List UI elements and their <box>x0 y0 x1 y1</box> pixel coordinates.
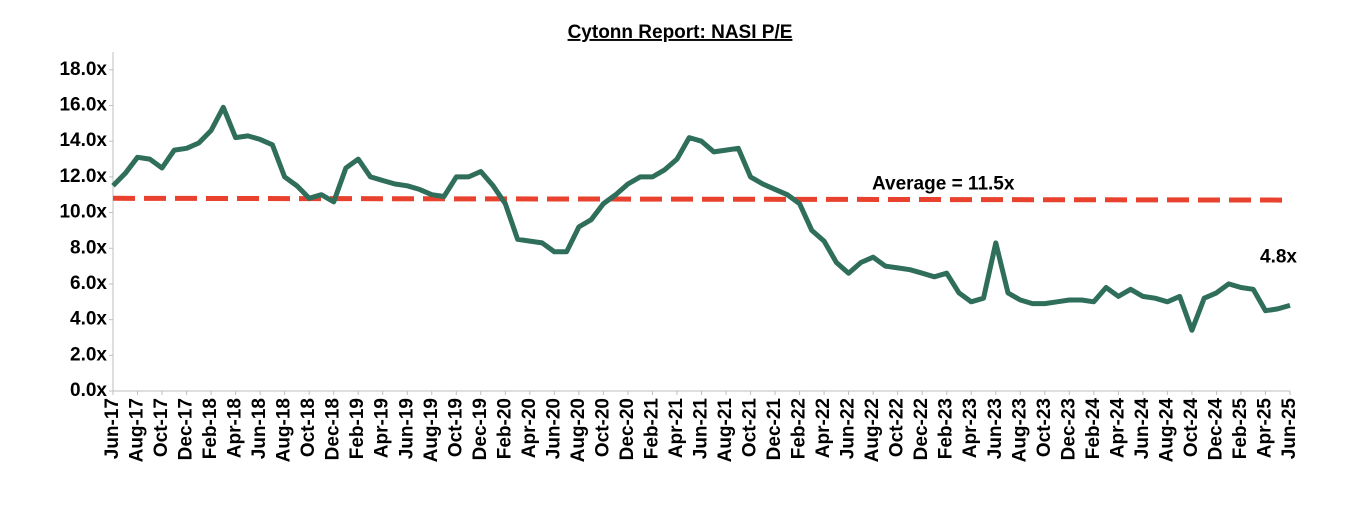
y-tick-label: 18.0x <box>59 59 107 80</box>
x-tick-label: Aug-24 <box>1156 398 1177 463</box>
x-tick-label: Jun-23 <box>985 398 1006 459</box>
x-tick-label: Dec-22 <box>911 398 932 460</box>
x-tick-label: Apr-21 <box>666 398 687 459</box>
x-tick-label: Feb-25 <box>1230 398 1251 460</box>
x-tick-label: Aug-21 <box>715 398 736 463</box>
x-tick-label: Dec-23 <box>1058 398 1079 460</box>
x-tick-label: Apr-23 <box>960 398 981 458</box>
x-tick-label: Oct-22 <box>887 398 908 457</box>
x-tick-label: Dec-20 <box>617 398 638 460</box>
x-tick-label: Dec-21 <box>764 398 785 461</box>
x-tick-label: Oct-21 <box>740 398 761 458</box>
x-tick-label: Dec-17 <box>176 398 197 460</box>
y-tick-label: 12.0x <box>59 166 107 187</box>
x-tick-label: Aug-17 <box>127 398 148 462</box>
average-label: Average = 11.5x <box>872 173 1015 194</box>
x-tick-label: Oct-20 <box>592 398 613 457</box>
x-tick-label: Apr-19 <box>372 398 393 458</box>
end-value-label: 4.8x <box>1260 246 1297 267</box>
x-tick-label: Oct-24 <box>1181 398 1202 458</box>
x-tick-label: Feb-22 <box>789 398 810 459</box>
y-tick-label: 8.0x <box>70 237 107 258</box>
x-tick-label: Jun-19 <box>396 398 417 459</box>
x-tick-label: Feb-19 <box>347 398 368 459</box>
x-tick-label: Apr-20 <box>519 398 540 458</box>
y-tick-label: 14.0x <box>59 130 107 151</box>
y-tick-label: 6.0x <box>70 273 107 294</box>
average-line <box>112 195 1291 203</box>
x-tick-label: Apr-22 <box>813 398 834 458</box>
y-tick-label: 2.0x <box>70 344 107 365</box>
x-tick-label: Dec-19 <box>470 398 491 460</box>
x-tick-label: Oct-19 <box>445 398 466 457</box>
x-tick-label: Dec-18 <box>323 398 344 460</box>
x-tick-label: Jun-17 <box>102 398 123 459</box>
x-tick-label: Feb-21 <box>641 398 662 460</box>
y-tick-label: 0.0x <box>70 380 107 401</box>
x-tick-label: Apr-18 <box>225 398 246 458</box>
x-tick-label: Jun-24 <box>1132 398 1153 460</box>
x-tick-label: Aug-20 <box>568 398 589 462</box>
x-tick-label: Jun-18 <box>249 398 270 459</box>
chart-title: Cytonn Report: NASI P/E <box>568 22 793 43</box>
y-tick-label: 16.0x <box>59 95 107 116</box>
x-tick-label: Jun-22 <box>838 398 859 459</box>
x-tick-label: Oct-23 <box>1034 398 1055 457</box>
line-series <box>111 104 1291 333</box>
x-tick-label: Aug-23 <box>1009 398 1030 462</box>
x-tick-label: Dec-24 <box>1205 398 1226 461</box>
x-tick-label: Feb-24 <box>1083 398 1104 460</box>
x-tick-label: Feb-18 <box>200 398 221 459</box>
x-tick-label: Jun-21 <box>691 398 712 460</box>
x-tick-label: Aug-22 <box>862 398 883 462</box>
x-tick-label: Feb-20 <box>494 398 515 459</box>
x-tick-label: Jun-20 <box>543 398 564 459</box>
x-tick-label: Apr-24 <box>1107 398 1128 459</box>
x-tick-label: Apr-25 <box>1254 398 1275 459</box>
y-tick-label: 4.0x <box>70 309 107 330</box>
x-tick-label: Feb-23 <box>936 398 957 459</box>
x-tick-label: Aug-18 <box>274 398 295 462</box>
x-tick-label: Oct-17 <box>151 398 172 457</box>
x-tick-label: Oct-18 <box>298 398 319 457</box>
x-tick-label: Aug-19 <box>421 398 442 462</box>
y-tick-label: 10.0x <box>59 202 107 223</box>
x-tick-label: Jun-25 <box>1279 398 1300 460</box>
